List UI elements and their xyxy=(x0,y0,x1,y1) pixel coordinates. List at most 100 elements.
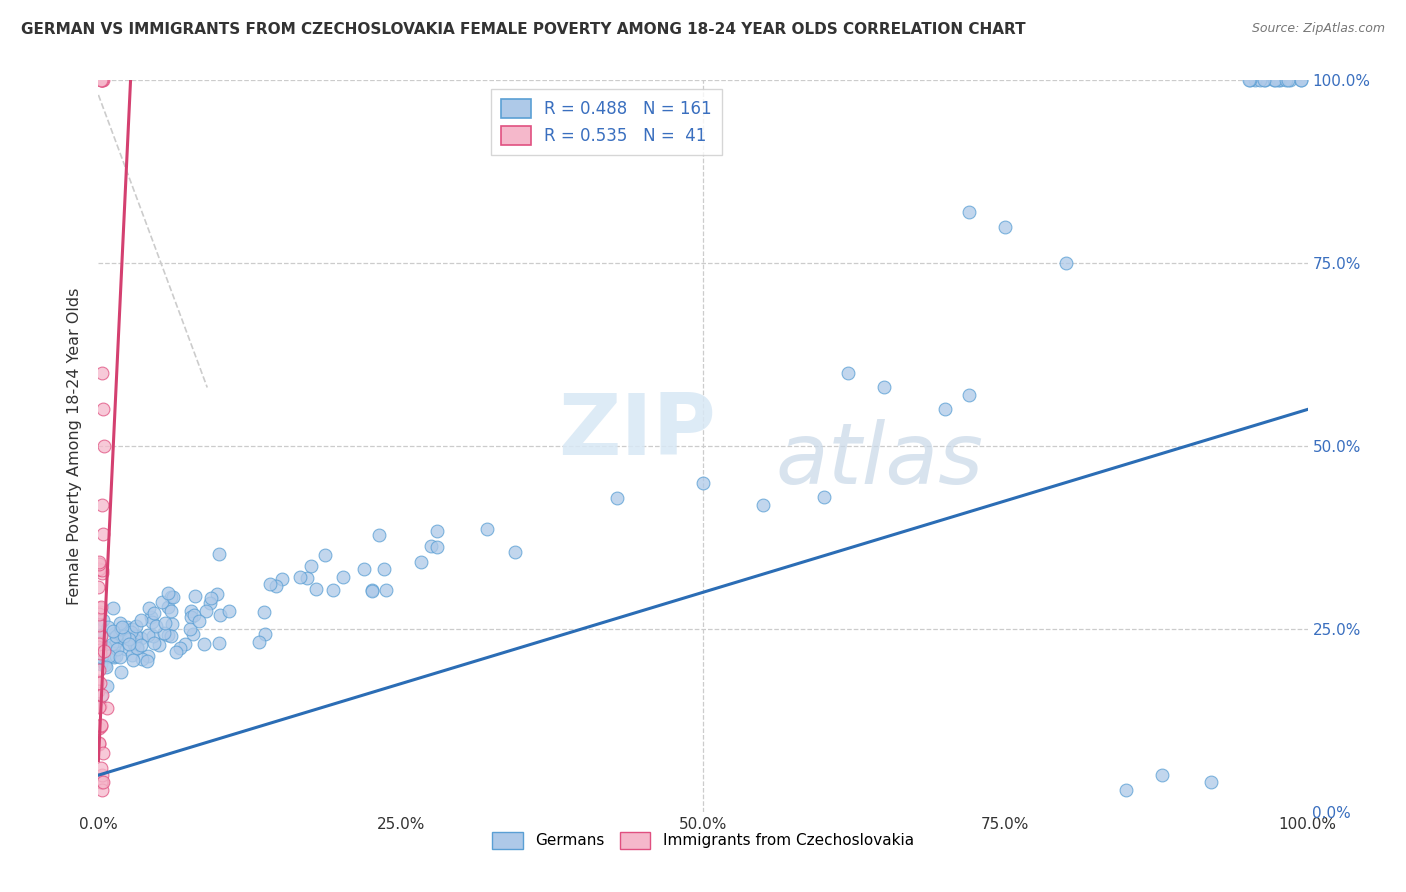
Point xyxy=(91,498,114,512)
Point xyxy=(108,615,131,630)
Point xyxy=(104,629,127,643)
Text: Source: ZipAtlas.com: Source: ZipAtlas.com xyxy=(1251,22,1385,36)
Point xyxy=(87,737,110,751)
Point xyxy=(125,640,148,655)
Point xyxy=(692,475,714,490)
Point xyxy=(97,620,120,634)
Point xyxy=(200,591,222,605)
Point xyxy=(994,219,1017,234)
Point xyxy=(368,528,391,542)
Point xyxy=(165,645,187,659)
Point xyxy=(957,388,980,402)
Point xyxy=(160,629,183,643)
Point xyxy=(94,658,117,673)
Point xyxy=(105,648,128,663)
Point xyxy=(91,614,114,628)
Point xyxy=(93,643,115,657)
Point xyxy=(837,366,859,380)
Point xyxy=(934,402,956,417)
Point xyxy=(142,606,165,620)
Point xyxy=(1267,73,1289,87)
Point xyxy=(93,644,115,658)
Point xyxy=(91,366,114,380)
Point xyxy=(813,490,835,504)
Point xyxy=(89,636,111,650)
Point xyxy=(89,675,111,690)
Point xyxy=(121,623,143,637)
Point xyxy=(90,719,112,733)
Point xyxy=(129,631,152,645)
Point xyxy=(361,584,384,599)
Point xyxy=(1278,73,1301,87)
Point xyxy=(1243,73,1265,87)
Point xyxy=(299,559,322,574)
Point xyxy=(1249,73,1271,87)
Point xyxy=(143,636,166,650)
Point xyxy=(89,700,111,714)
Point xyxy=(89,607,111,621)
Point xyxy=(87,634,110,648)
Point xyxy=(125,629,148,643)
Point xyxy=(87,684,110,698)
Point xyxy=(91,782,114,797)
Point xyxy=(90,650,112,665)
Point xyxy=(87,556,110,570)
Point xyxy=(124,632,146,647)
Point xyxy=(156,600,179,615)
Point xyxy=(87,640,110,654)
Point xyxy=(136,649,159,664)
Point xyxy=(1115,782,1137,797)
Point xyxy=(108,650,131,665)
Point xyxy=(87,562,110,576)
Point xyxy=(105,641,128,656)
Point xyxy=(156,586,179,600)
Point xyxy=(89,699,111,714)
Point xyxy=(87,562,110,576)
Point xyxy=(110,665,132,680)
Point xyxy=(131,613,153,627)
Point xyxy=(91,526,114,541)
Point xyxy=(91,775,114,789)
Point xyxy=(159,603,181,617)
Point xyxy=(87,736,110,750)
Point xyxy=(183,607,205,622)
Point xyxy=(89,618,111,632)
Point xyxy=(159,590,181,604)
Point xyxy=(91,746,114,760)
Point xyxy=(208,547,231,561)
Point xyxy=(205,587,228,601)
Point xyxy=(90,775,112,789)
Point xyxy=(104,637,127,651)
Point xyxy=(419,539,441,553)
Point xyxy=(90,761,112,775)
Point xyxy=(87,663,110,677)
Point xyxy=(409,555,432,569)
Point xyxy=(162,616,184,631)
Point xyxy=(1291,73,1313,87)
Point xyxy=(141,609,163,624)
Point xyxy=(606,491,628,506)
Point xyxy=(193,637,215,651)
Point xyxy=(90,775,112,789)
Point xyxy=(253,605,276,619)
Point xyxy=(103,649,125,664)
Point xyxy=(96,701,118,715)
Text: GERMAN VS IMMIGRANTS FROM CZECHOSLOVAKIA FEMALE POVERTY AMONG 18-24 YEAR OLDS CO: GERMAN VS IMMIGRANTS FROM CZECHOSLOVAKIA… xyxy=(21,22,1026,37)
Point xyxy=(142,630,165,644)
Point xyxy=(105,634,128,648)
Point xyxy=(426,540,449,554)
Point xyxy=(90,689,112,703)
Point xyxy=(162,590,184,604)
Point xyxy=(91,73,114,87)
Point xyxy=(374,583,396,598)
Point xyxy=(184,589,207,603)
Point xyxy=(101,637,124,651)
Point xyxy=(169,640,191,655)
Point xyxy=(1239,73,1261,87)
Point xyxy=(90,629,112,643)
Point xyxy=(1264,73,1286,87)
Point xyxy=(87,557,110,571)
Point xyxy=(108,626,131,640)
Point xyxy=(1270,73,1292,87)
Point xyxy=(89,617,111,632)
